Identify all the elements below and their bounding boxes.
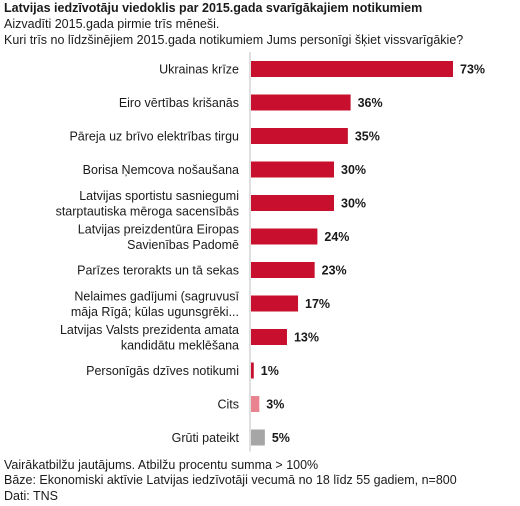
category-label: Eiro vērtības krišanās [119,96,239,110]
bar [251,195,335,211]
footer-note: Vairākatbilžu jautājums. Atbilžu procent… [4,458,319,472]
bar [251,429,265,446]
bar [251,128,348,144]
chart-subtitle: Aizvadīti 2015.gada pirmie trīs mēneši. [4,17,220,31]
category-label: Parīzes terorakts un tā sekas [77,264,239,278]
value-label: 1% [261,364,279,378]
category-label: Borisa Ņemcova nošaušana [83,163,239,177]
value-label: 35% [355,130,380,144]
value-label: 3% [266,398,284,412]
value-label: 23% [322,264,347,278]
value-label: 13% [294,331,319,345]
bar [251,94,351,111]
bar [251,396,260,412]
category-label: Latvijas sportistu sasniegumi [79,189,239,203]
value-label: 5% [272,431,290,445]
chart-question: Kuri trīs no līdzšinējiem 2015.gada noti… [4,33,464,47]
footer-base: Bāze: Ekonomiski aktīvie Latvijas iedzīv… [4,473,457,487]
value-label: 30% [341,197,366,211]
value-label: 30% [341,163,366,177]
category-label: Personīgās dzīves notikumi [86,364,239,378]
category-label: Nelaimes gadījumi (sagruvusī [74,290,239,304]
value-label: 17% [305,297,330,311]
value-label: 36% [358,96,383,110]
chart-title: Latvijas iedzīvotāju viedoklis par 2015.… [4,1,423,15]
category-label: Ukrainas krīze [159,63,239,77]
bar-chart: 73% Ukrainas krīze 36% Eiro vērtības krišan… [56,52,485,452]
value-label: 73% [460,63,485,77]
category-label: starptautiska mēroga sacensībās [56,205,239,219]
bar [251,295,299,312]
category-label: māja Rīgā; kūlas ugunsgrēki... [71,305,239,319]
category-label: Pāreja uz brīvo elektrības tirgu [69,130,239,144]
category-label: Grūti pateikt [172,431,240,445]
bar [251,161,335,178]
bar [251,362,254,379]
category-label: kandidātu meklēšana [121,339,239,353]
bar [251,262,315,278]
bar [251,228,318,245]
footer-source: Dati: TNS [4,489,58,503]
value-label: 24% [324,230,349,244]
category-label: Latvijas preizdentūra Eiropas [78,223,239,237]
category-label: Cits [217,398,239,412]
category-label: Latvijas Valsts prezidenta amata [60,323,239,337]
bar [251,329,287,345]
bar [251,61,453,77]
category-label: Savienības Padomē [127,238,239,252]
